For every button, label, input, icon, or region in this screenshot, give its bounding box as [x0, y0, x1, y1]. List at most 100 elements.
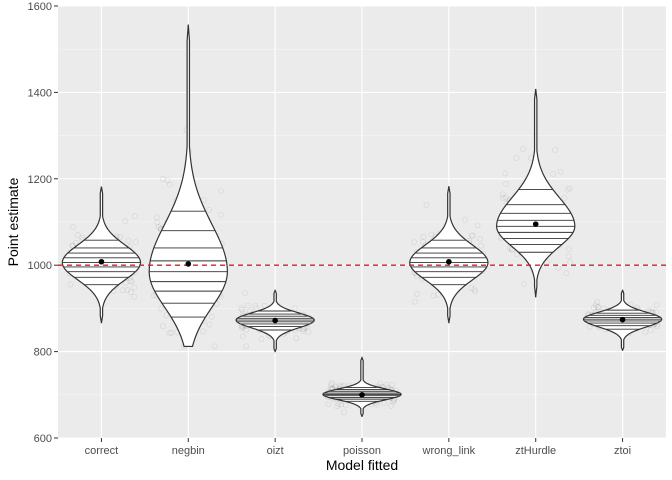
jitter-point [122, 218, 129, 225]
x-tick-label: poisson [343, 445, 381, 457]
jitter-point [474, 222, 481, 229]
jitter-point [469, 232, 476, 239]
jitter-point [72, 239, 79, 246]
y-tick-label: 1600 [28, 1, 52, 13]
jitter-point [241, 290, 248, 296]
jitter-point [305, 329, 312, 335]
jitter-point [217, 188, 224, 194]
jitter-point [117, 233, 124, 240]
violin-negbin [148, 24, 228, 348]
jitter-point [124, 287, 131, 293]
jitter-point [428, 231, 435, 238]
jitter-point [128, 289, 134, 295]
jitter-point [291, 305, 298, 312]
jitter-point [239, 325, 246, 331]
jitter-point [565, 253, 572, 260]
jitter-point [647, 327, 654, 333]
jitter-point [243, 343, 250, 350]
jitter-point [153, 214, 160, 221]
jitter-point [258, 335, 265, 342]
jitter-point [155, 224, 162, 230]
y-axis: 600 800 1000 1200 1400 1600 [28, 1, 58, 445]
mean-point-poisson [359, 392, 365, 398]
jitter-point [128, 278, 135, 285]
jitter-point [383, 381, 390, 388]
jitter-point [567, 259, 574, 266]
jitter-point [206, 321, 213, 328]
jitter-point [293, 335, 300, 342]
jitter-point [164, 177, 171, 184]
y-tick-label: 600 [34, 433, 52, 445]
jitter-point [79, 234, 86, 241]
jitter-point [122, 279, 129, 286]
jitter-point [159, 175, 166, 182]
jitter-point [503, 181, 509, 187]
mean-points [98, 221, 626, 398]
jitter-point [520, 146, 527, 153]
jitter-point [239, 306, 245, 313]
jitter-point [389, 381, 396, 388]
jitter-point [244, 302, 251, 309]
jitter-point [377, 380, 384, 387]
mean-point-wrong_link [446, 258, 452, 265]
jitter-point [340, 409, 347, 416]
x-tick-label: wrong_link [422, 445, 476, 457]
jitter-point [423, 202, 430, 208]
y-tick-label: 800 [34, 347, 52, 359]
jitter-point [566, 245, 572, 252]
jitter-point [335, 400, 342, 407]
jitter-point [342, 402, 349, 409]
x-tick-label: correct [85, 445, 119, 457]
jitter-point [563, 270, 570, 277]
jitter-point [389, 399, 396, 405]
jitter-point [119, 287, 126, 294]
jitter-point [499, 191, 506, 198]
jitter-point [211, 343, 218, 350]
jitter-point [166, 181, 173, 188]
jitter-point [468, 285, 475, 291]
jitter-point [477, 235, 483, 242]
jitter-point [154, 219, 161, 226]
x-tick-label: negbin [172, 445, 205, 457]
mean-point-oizt [272, 317, 278, 324]
jitter-point [462, 216, 468, 223]
jitter-point [566, 185, 573, 192]
jitter-point [328, 381, 335, 388]
jitter-point [168, 329, 175, 336]
jitter-point [472, 288, 479, 295]
jitter-point [420, 233, 427, 240]
jitter-point [163, 312, 170, 319]
jitter-point [478, 242, 485, 249]
y-tick-label: 1400 [28, 87, 52, 99]
jitter-point [334, 403, 341, 410]
jitter-point [131, 213, 138, 220]
jitter-point [325, 401, 332, 408]
jitter-point [338, 401, 344, 408]
jitter-point [166, 330, 173, 337]
jitter-point [69, 224, 76, 230]
jitter-point [125, 237, 132, 244]
mean-point-ztHurdle [532, 221, 539, 227]
jitter-point [300, 328, 307, 334]
mean-point-negbin [185, 261, 192, 267]
jitter-point [502, 194, 509, 201]
jitter-point [414, 290, 420, 297]
jitter-point [502, 170, 509, 177]
jitter-point [653, 302, 660, 309]
jitter-point [75, 232, 81, 239]
x-axis: correct negbin oizt poisson wrong_link ztHurd… [85, 438, 631, 457]
jitter-point [336, 382, 343, 388]
jitter-point [127, 278, 134, 285]
jitter-point [132, 239, 139, 245]
jitter-point [594, 299, 601, 305]
y-tick-label: 1200 [28, 174, 52, 186]
jitter-point [594, 304, 601, 310]
jitter-point [208, 313, 215, 320]
violin-wrong_link [409, 185, 489, 324]
jitter-point [411, 239, 418, 245]
jitter-point [499, 194, 506, 201]
jitter-point [513, 155, 520, 161]
jitter-point [420, 239, 426, 245]
jitter-point [590, 304, 597, 311]
